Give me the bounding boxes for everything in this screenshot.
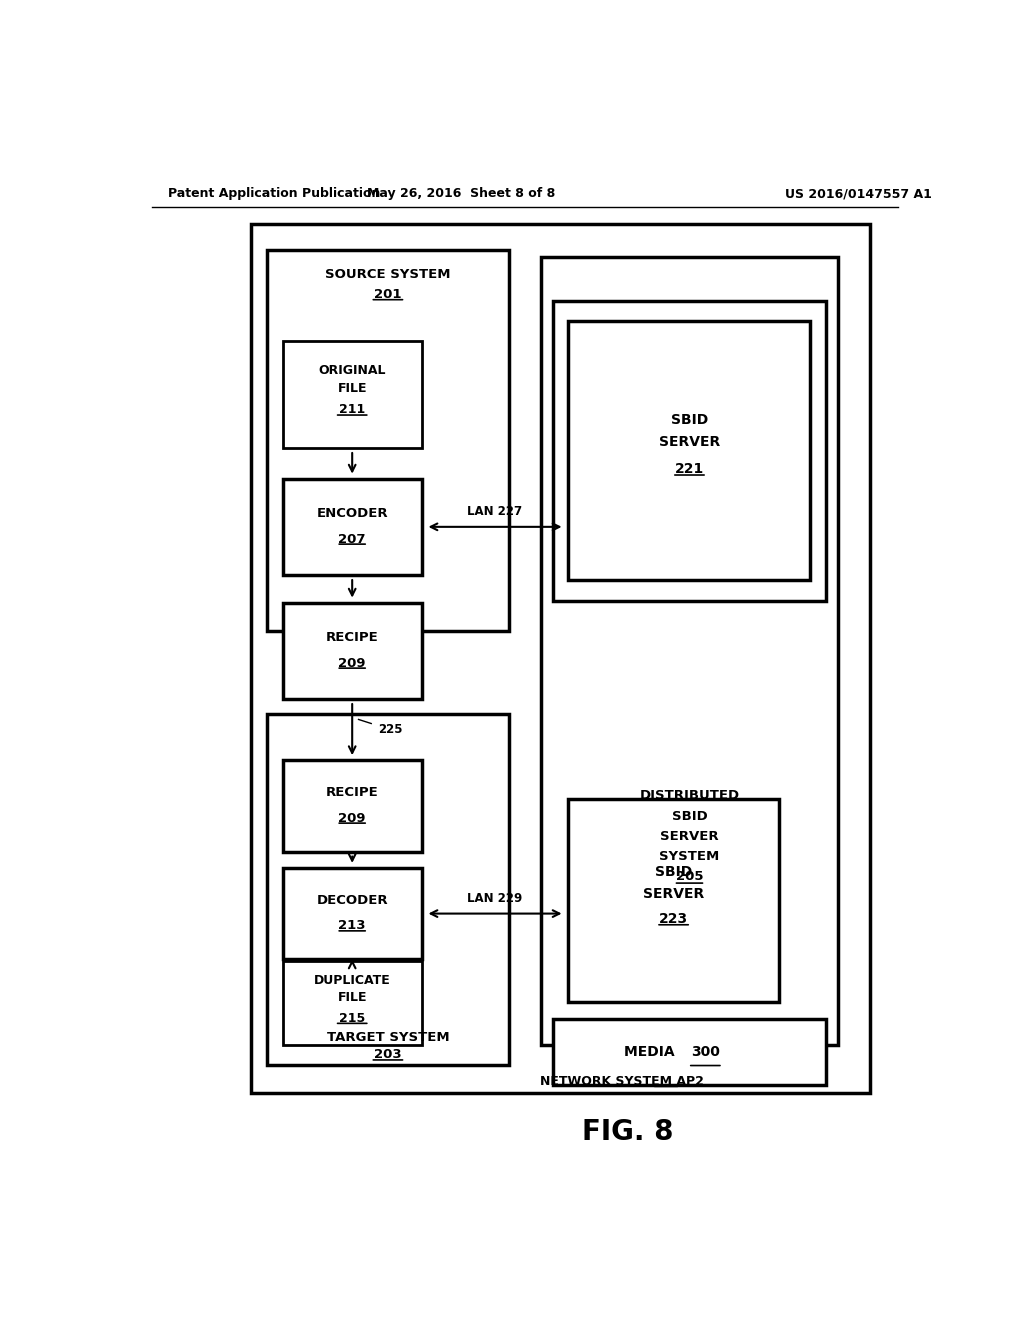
Text: 207: 207: [339, 532, 366, 545]
Text: LAN 227: LAN 227: [468, 506, 522, 517]
Bar: [283, 867, 422, 960]
Text: 205: 205: [676, 870, 703, 883]
Text: DECODER: DECODER: [316, 894, 388, 907]
Text: SOURCE SYSTEM: SOURCE SYSTEM: [326, 268, 451, 281]
Bar: [283, 342, 422, 447]
Text: SYSTEM: SYSTEM: [659, 850, 720, 863]
Text: US 2016/0147557 A1: US 2016/0147557 A1: [784, 187, 932, 201]
Bar: [283, 602, 422, 700]
Text: 215: 215: [339, 1011, 366, 1024]
Text: FILE: FILE: [338, 991, 367, 1005]
Text: 211: 211: [339, 404, 366, 416]
Text: Patent Application Publication: Patent Application Publication: [168, 187, 380, 201]
Text: DUPLICATE: DUPLICATE: [313, 974, 390, 987]
Text: MEDIA: MEDIA: [625, 1045, 680, 1060]
Text: ORIGINAL: ORIGINAL: [318, 364, 386, 376]
Bar: [568, 321, 811, 581]
Text: 209: 209: [339, 812, 366, 825]
Bar: [553, 1019, 826, 1085]
Text: TARGET SYSTEM: TARGET SYSTEM: [327, 1031, 450, 1044]
Text: FIG. 8: FIG. 8: [583, 1118, 674, 1146]
Text: SBID: SBID: [655, 865, 692, 879]
Text: DISTRIBUTED: DISTRIBUTED: [639, 789, 739, 803]
Text: SBID: SBID: [671, 413, 709, 428]
Text: SERVER: SERVER: [658, 436, 720, 450]
Text: SERVER: SERVER: [660, 830, 719, 843]
Text: ENCODER: ENCODER: [316, 507, 388, 520]
Bar: [283, 961, 422, 1044]
Bar: [267, 714, 509, 1065]
Text: SBID: SBID: [672, 809, 708, 822]
Bar: [283, 760, 422, 851]
Bar: [267, 249, 509, 631]
Text: 213: 213: [339, 919, 366, 932]
Text: 300: 300: [691, 1045, 720, 1060]
Bar: [251, 224, 870, 1093]
Bar: [553, 301, 826, 601]
Text: May 26, 2016  Sheet 8 of 8: May 26, 2016 Sheet 8 of 8: [368, 187, 555, 201]
Text: FILE: FILE: [338, 381, 367, 395]
Text: 203: 203: [374, 1048, 401, 1061]
Text: 209: 209: [339, 656, 366, 669]
Text: NETWORK SYSTEM AP2: NETWORK SYSTEM AP2: [541, 1074, 705, 1088]
Text: RECIPE: RECIPE: [326, 787, 379, 799]
Text: SERVER: SERVER: [643, 887, 705, 902]
Bar: [283, 479, 422, 576]
Text: RECIPE: RECIPE: [326, 631, 379, 644]
Text: 201: 201: [374, 288, 401, 301]
Bar: [568, 799, 779, 1002]
Bar: [541, 257, 839, 1044]
Text: 225: 225: [378, 723, 402, 737]
Text: 221: 221: [675, 462, 705, 477]
Text: 223: 223: [659, 912, 688, 925]
Text: LAN 229: LAN 229: [467, 892, 522, 904]
